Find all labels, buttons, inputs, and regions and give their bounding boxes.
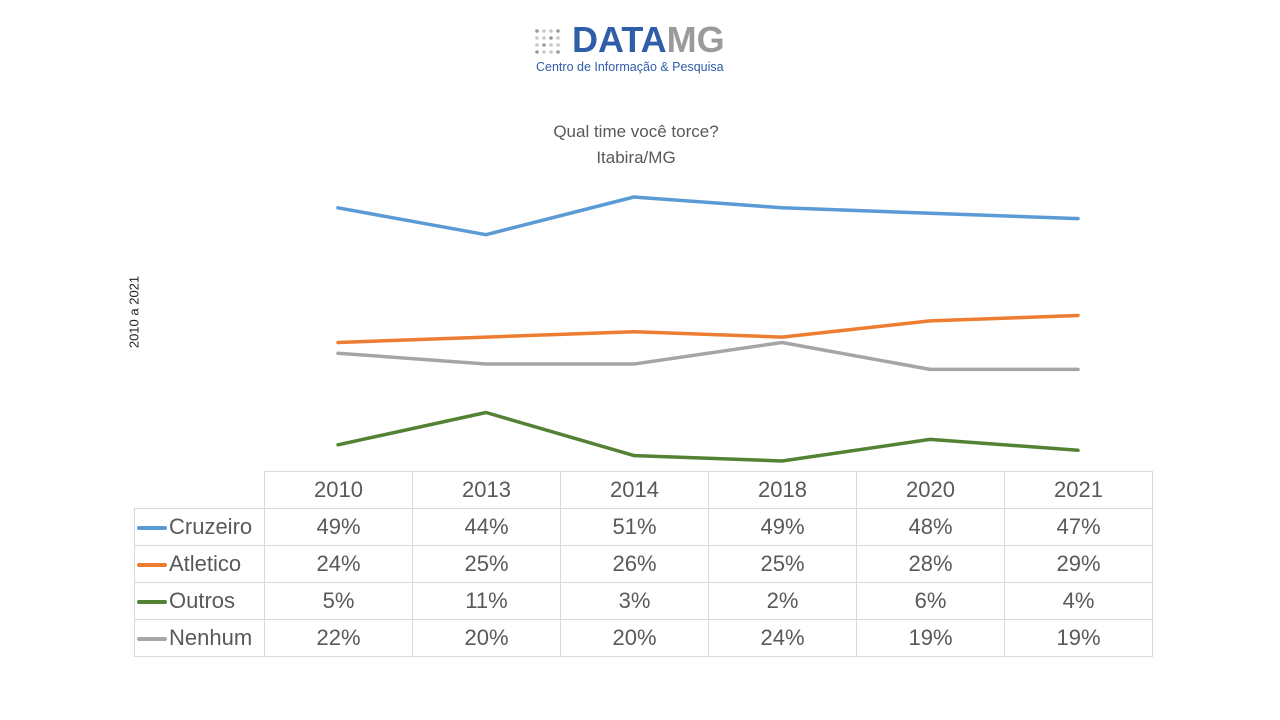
legend-label-atletico: Atletico [169,551,242,576]
legend-label-cruzeiro: Cruzeiro [169,514,253,539]
data-label-nenhum-2014: 20% [560,619,709,657]
category-header-2020: 2020 [856,471,1005,509]
data-label-atletico-2018: 25% [708,545,857,583]
data-label-nenhum-2021: 19% [1004,619,1153,657]
data-label-outros-2018: 2% [708,582,857,620]
table-row: Cruzeiro 49% 44% 51% 49% 48% 47% [134,508,1153,546]
series-line-nenhum [336,340,1080,372]
table-row: Outros 5% 11% 3% 2% 6% 4% [134,582,1153,620]
data-label-outros-2021: 4% [1004,582,1153,620]
data-label-atletico-2013: 25% [412,545,561,583]
logo-dot [556,43,560,47]
legend-key-nenhum [137,637,167,642]
data-label-nenhum-2020: 19% [856,619,1005,657]
logo-dot [542,29,546,33]
logo-dot [556,29,560,33]
logo-dot [556,36,560,40]
data-label-nenhum-2013: 20% [412,619,561,657]
data-label-outros-2010: 5% [264,582,413,620]
data-label-cruzeiro-2010: 49% [264,508,413,546]
logo-dot [549,29,553,33]
table-row: Atletico 24% 25% 26% 25% 28% 29% [134,545,1153,583]
chart-title: Qual time você torce? [553,122,719,141]
logo-dots-icon [535,29,560,54]
logo-dot [556,50,560,54]
series-line-atletico [336,313,1080,345]
logo-dot [549,50,553,54]
logo-dot [549,36,553,40]
data-label-cruzeiro-2020: 48% [856,508,1005,546]
table-row: Nenhum 22% 20% 20% 24% 19% 19% [134,619,1153,657]
series-line-outros [336,410,1080,463]
logo-dot [542,43,546,47]
legend-cell-nenhum: Nenhum [134,619,265,657]
logo-mg-text: MG [666,19,725,60]
legend-key-outros [137,600,167,605]
data-label-atletico-2020: 28% [856,545,1005,583]
legend-label-outros: Outros [169,588,236,613]
datamg-logo: DATAMG Centro de Informação & Pesquisa [534,22,764,76]
table-corner-cell [134,471,265,509]
category-header-2014: 2014 [560,471,709,509]
table-header-row: 2010 2013 2014 2018 2020 2021 [134,471,1153,509]
data-label-outros-2014: 3% [560,582,709,620]
data-label-atletico-2021: 29% [1004,545,1153,583]
logo-tagline: Centro de Informação & Pesquisa [536,60,724,74]
legend-cell-outros: Outros [134,582,265,620]
logo-dot [535,36,539,40]
legend-label-nenhum: Nenhum [169,625,253,650]
category-header-2018: 2018 [708,471,857,509]
logo-dot [542,36,546,40]
data-label-outros-2013: 11% [412,582,561,620]
legend-key-atletico [137,563,167,568]
series-line-cruzeiro [336,195,1080,237]
data-label-nenhum-2010: 22% [264,619,413,657]
data-label-outros-2020: 6% [856,582,1005,620]
logo-dot [535,29,539,33]
data-label-cruzeiro-2021: 47% [1004,508,1153,546]
legend-key-cruzeiro [137,526,167,531]
data-label-cruzeiro-2018: 49% [708,508,857,546]
logo-data-text: DATA [572,19,667,60]
data-label-atletico-2014: 26% [560,545,709,583]
logo-dot [542,50,546,54]
legend-cell-atletico: Atletico [134,545,265,583]
data-label-cruzeiro-2014: 51% [560,508,709,546]
data-label-nenhum-2018: 24% [708,619,857,657]
legend-cell-cruzeiro: Cruzeiro [134,508,265,546]
category-header-2010: 2010 [264,471,413,509]
logo-dot [535,50,539,54]
chart-subtitle: Itabira/MG [596,148,676,167]
logo-wordmark: DATAMG [572,22,725,58]
category-header-2021: 2021 [1004,471,1153,509]
category-header-2013: 2013 [412,471,561,509]
logo-dot [549,43,553,47]
logo-dot [535,43,539,47]
data-label-atletico-2010: 24% [264,545,413,583]
data-label-cruzeiro-2013: 44% [412,508,561,546]
data-table: 2010 2013 2014 2018 2020 2021 Cruzeiro 49% 44% 5… [134,471,1153,657]
